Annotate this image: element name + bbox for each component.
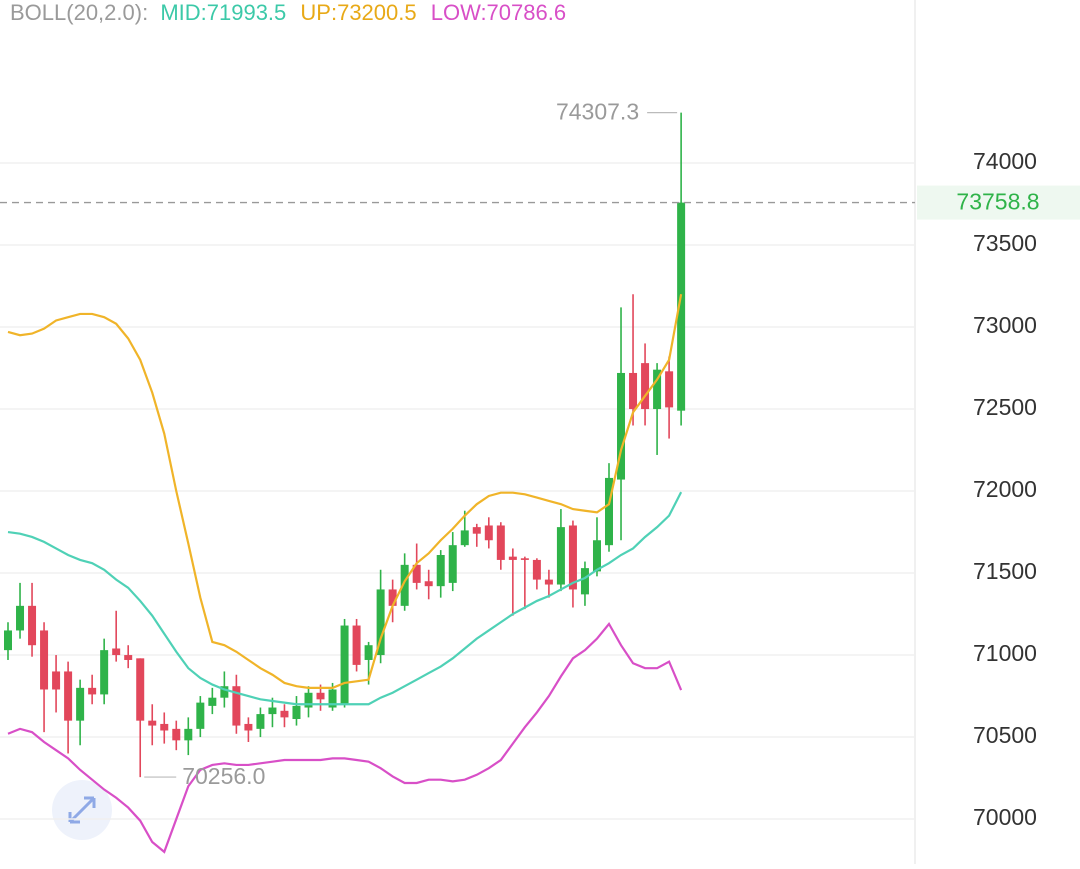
up-label: UP:73200.5 — [300, 0, 416, 25]
candle-body — [496, 525, 505, 560]
candle-body — [484, 525, 493, 541]
candle-body — [292, 705, 301, 720]
candle-body — [580, 568, 589, 595]
candle-body — [677, 202, 686, 411]
candle-body — [256, 714, 265, 729]
y-tick-label: 72000 — [973, 476, 1037, 502]
candle-body — [232, 686, 241, 726]
candle-body — [629, 372, 638, 410]
y-tick-label: 74000 — [973, 148, 1037, 174]
high-label: 74307.3 — [556, 99, 639, 125]
candle-body — [605, 477, 613, 546]
candle-body — [304, 692, 313, 708]
last-price-label: 73758.8 — [956, 189, 1039, 215]
candle-body — [508, 556, 517, 560]
candle-body — [460, 530, 469, 546]
candle-body — [544, 579, 553, 585]
y-tick-label: 71000 — [973, 640, 1037, 666]
y-tick-label: 73000 — [973, 312, 1037, 338]
candle-body — [112, 648, 121, 656]
candle-body — [641, 363, 650, 410]
indicator-name: BOLL(20,2.0): — [10, 0, 148, 25]
candle-body — [424, 581, 433, 587]
boll-line — [7, 491, 683, 706]
y-tick-label: 72500 — [973, 394, 1037, 420]
candle-body — [160, 723, 169, 731]
candle-body — [4, 630, 12, 651]
y-tick-label: 71500 — [973, 558, 1037, 584]
candle-body — [208, 697, 217, 706]
candle-body — [665, 371, 674, 408]
candle-body — [376, 589, 385, 656]
candle-body — [340, 625, 349, 705]
last-price-bg — [917, 185, 1080, 220]
candle-body — [388, 589, 397, 606]
candle-body — [88, 687, 97, 695]
candle-body — [172, 728, 181, 741]
mid-label: MID:71993.5 — [160, 0, 286, 25]
candle-body — [472, 527, 481, 534]
candle-body — [184, 728, 193, 741]
candle-body — [592, 540, 601, 572]
candle-body — [220, 686, 229, 698]
candle-body — [148, 720, 157, 726]
header: BOLL(20,2.0): MID:71993.5 UP:73200.5 LOW… — [10, 0, 566, 25]
candle-body — [268, 707, 277, 715]
candle-body — [124, 655, 133, 660]
candle-body — [40, 630, 49, 690]
candle-body — [28, 605, 37, 646]
candle-body — [532, 559, 541, 580]
candle-body — [64, 671, 73, 721]
candle-body — [136, 658, 145, 721]
candle-body — [100, 650, 109, 695]
y-tick-label: 73500 — [973, 230, 1037, 256]
y-tick-label: 70500 — [973, 722, 1037, 748]
candle-body — [556, 527, 565, 585]
candle-body — [653, 369, 662, 410]
expand-icon-arrows[interactable] — [68, 796, 96, 824]
candle-body — [52, 671, 61, 690]
candle-body — [16, 605, 25, 631]
candle-body — [617, 372, 626, 480]
candle-body — [76, 687, 85, 721]
candle-body — [196, 702, 205, 729]
candle-body — [400, 564, 409, 606]
y-tick-label: 70000 — [973, 804, 1037, 830]
boll-line — [7, 293, 683, 689]
candle-body — [448, 545, 457, 583]
candle-body — [568, 525, 577, 590]
candle-body — [280, 710, 289, 718]
boll-line — [7, 621, 683, 854]
candle-body — [316, 692, 325, 700]
candle-body — [436, 555, 445, 587]
candle-body — [520, 558, 529, 560]
candle-body — [364, 645, 373, 660]
candle-body — [244, 723, 253, 731]
candle-body — [328, 689, 337, 708]
expand-icon[interactable] — [52, 780, 112, 840]
low-label: LOW:70786.6 — [431, 0, 566, 25]
low-label: 70256.0 — [182, 763, 265, 789]
candle-body — [352, 625, 361, 665]
candle-body — [412, 564, 421, 583]
